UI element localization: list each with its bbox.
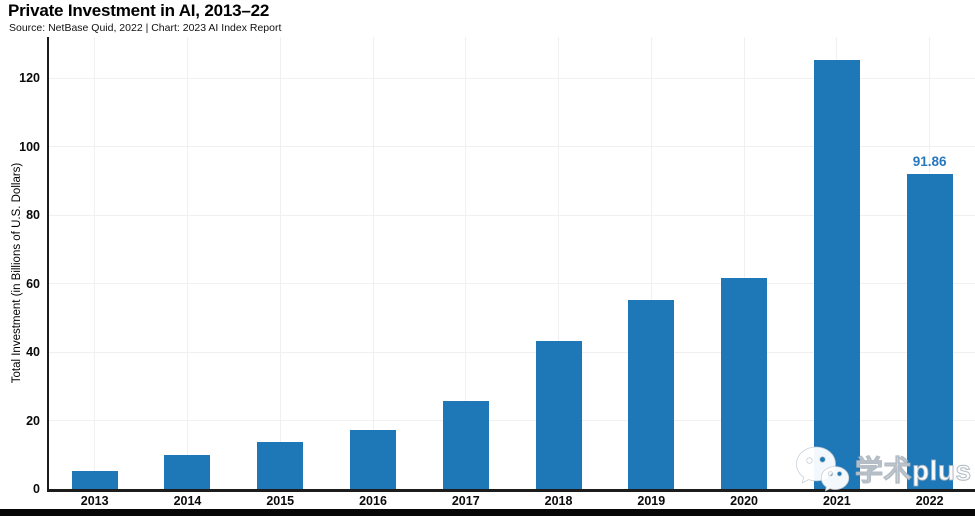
bar-2021 [813, 60, 860, 489]
y-tick-label: 40 [26, 345, 40, 360]
bar-2020 [721, 278, 768, 489]
h-gridline [49, 214, 975, 216]
y-tick-label: 60 [26, 276, 40, 291]
x-tick-label: 2013 [80, 494, 109, 508]
h-gridline [49, 351, 975, 353]
bottom-border-bar [0, 509, 975, 516]
x-tick-label: 2014 [173, 494, 202, 508]
bar-2014 [164, 455, 211, 489]
bar-2016 [350, 430, 396, 489]
v-gridline [558, 37, 560, 489]
bar-2018 [535, 341, 582, 489]
h-gridline [49, 146, 975, 148]
x-tick-label: 2019 [637, 494, 666, 508]
bar-2019 [628, 300, 675, 489]
v-gridline [650, 37, 652, 489]
h-gridline [49, 283, 975, 285]
v-gridline [465, 37, 467, 489]
wechat-icon [796, 446, 850, 492]
x-tick-label: 2017 [451, 494, 480, 508]
chart-title: Private Investment in AI, 2013–22 [8, 1, 270, 20]
y-tick-label: 20 [26, 413, 40, 428]
x-tick-label: 2015 [266, 494, 295, 508]
v-gridline [372, 37, 374, 489]
bar-value-label: 91.86 [912, 154, 947, 169]
bar-2017 [442, 401, 489, 489]
plot-area: 91.86 [47, 37, 975, 492]
x-tick-label: 2022 [915, 494, 944, 508]
x-tick-label: 2020 [730, 494, 758, 508]
h-gridline [49, 420, 975, 422]
x-tick-label: 2021 [822, 494, 851, 508]
y-tick-label: 100 [19, 139, 40, 154]
y-tick-label: 120 [19, 71, 40, 86]
x-tick-label: 2016 [359, 494, 387, 508]
v-gridline [279, 37, 281, 489]
v-gridline [186, 37, 188, 489]
x-tick-label: 2018 [544, 494, 573, 508]
y-tick-label: 0 [33, 482, 40, 496]
bar-2015 [257, 442, 304, 489]
v-gridline [94, 37, 96, 489]
watermark-text: 学术plus [855, 455, 972, 487]
y-tick-label: 80 [26, 208, 40, 223]
watermark: 学术plus [795, 445, 972, 493]
chart-source-line: Source: NetBase Quid, 2022 | Chart: 2023… [9, 22, 282, 34]
v-gridline [743, 37, 745, 489]
h-gridline [49, 77, 975, 79]
bar-2013 [71, 471, 118, 489]
bar-2022 [906, 174, 953, 489]
